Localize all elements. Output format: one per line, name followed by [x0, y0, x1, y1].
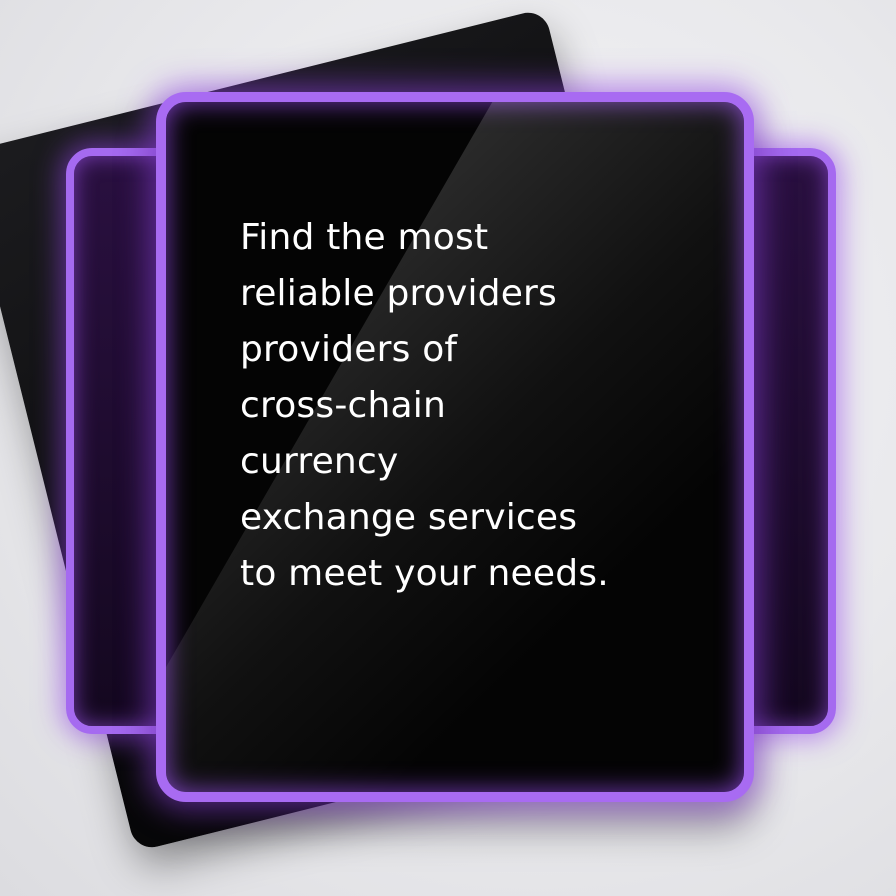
card-line: exchange services: [240, 497, 578, 538]
card-line: cross-chain: [240, 385, 447, 426]
card-line: reliable providers: [240, 273, 558, 314]
card-line: currency: [240, 441, 399, 482]
card-line: providers of: [240, 329, 458, 370]
main-card: Find the most reliable providers provide…: [156, 92, 754, 802]
card-message: Find the most reliable providers provide…: [240, 210, 720, 602]
card-line: to meet your needs.: [240, 553, 609, 594]
card-line: Find the most: [240, 217, 489, 258]
